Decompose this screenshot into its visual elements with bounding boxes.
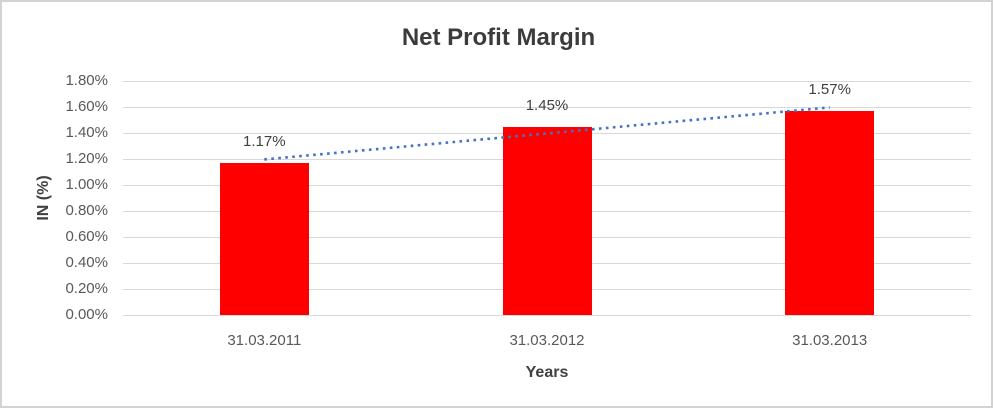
bar — [502, 126, 592, 315]
y-tick-label: 1.20% — [65, 150, 108, 167]
y-tick-label: 1.60% — [65, 98, 108, 115]
x-tick-label: 31.03.2013 — [792, 332, 868, 349]
y-tick-label: 1.80% — [65, 72, 108, 89]
chart-title: Net Profit Margin — [401, 24, 596, 51]
y-tick-label: 1.40% — [65, 124, 108, 141]
y-tick-label: 1.00% — [65, 176, 108, 193]
y-tick-label: 0.60% — [65, 228, 108, 245]
bar-value-label: 1.57% — [808, 80, 851, 98]
x-axis-title: Years — [525, 364, 569, 381]
x-tick-label: 31.03.2011 — [227, 332, 302, 349]
y-tick-label: 0.40% — [65, 254, 108, 271]
bar-value-label: 1.17% — [243, 132, 286, 150]
x-tick-label: 31.03.2012 — [509, 332, 585, 349]
y-tick-label: 0.80% — [65, 202, 108, 219]
gridline — [123, 80, 971, 82]
bar-value-label: 1.45% — [525, 96, 569, 114]
gridline — [123, 314, 971, 316]
y-tick-label: 0.00% — [65, 306, 108, 323]
bar — [785, 110, 875, 315]
y-tick-label: 0.20% — [65, 280, 108, 297]
bar — [219, 162, 309, 315]
